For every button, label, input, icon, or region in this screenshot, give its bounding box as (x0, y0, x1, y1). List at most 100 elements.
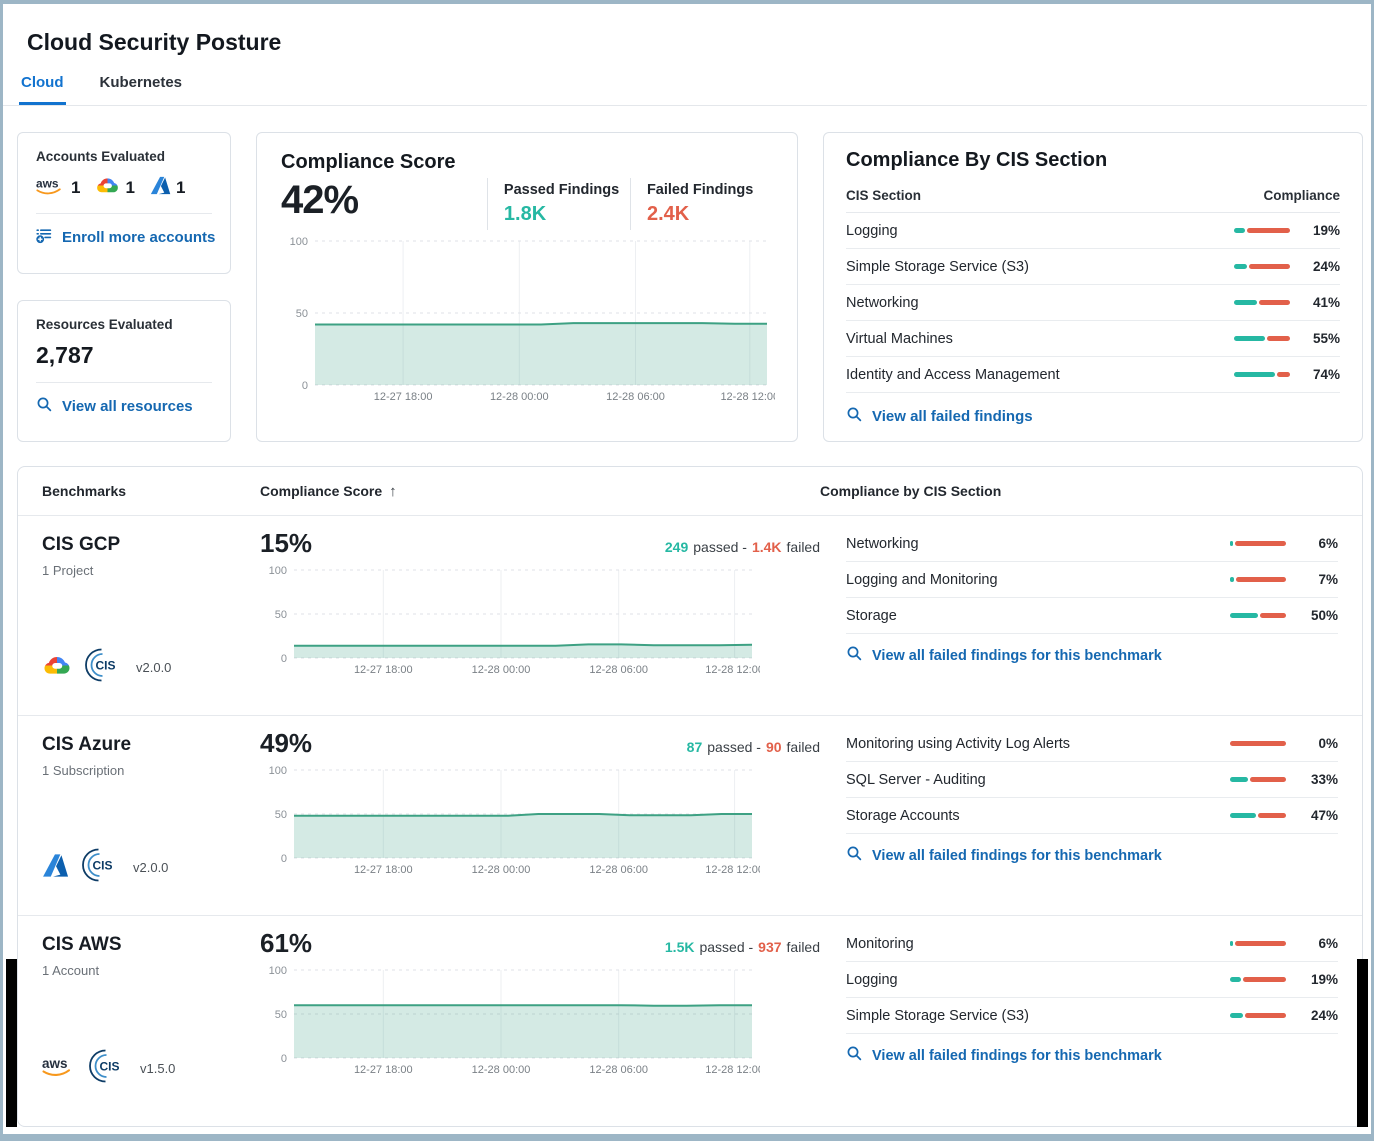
cis-row-networking[interactable]: Networking 41% (846, 285, 1340, 321)
azure-count: 1 (175, 178, 186, 197)
benchmark-pass-fail: 87 passed - 90 failed (687, 739, 820, 755)
compliance-percent: 74% (1312, 367, 1340, 382)
benchmark-row-cis-aws[interactable]: CIS AWS 1 Account aws CIS v1.5.0 (18, 916, 1362, 1116)
cis-table-header: CIS Section Compliance (846, 188, 1340, 213)
svg-text:aws: aws (42, 1056, 68, 1071)
section-label: Storage (846, 607, 897, 624)
search-icon (846, 645, 863, 666)
benchmark-score-cell: 49% 87 passed - 90 failed 12-27 18:00 12-… (260, 716, 820, 915)
enroll-more-accounts-label: Enroll more accounts (62, 229, 216, 246)
aws-logo-icon: aws (36, 175, 66, 201)
section-label: Logging and Monitoring (846, 571, 998, 588)
section-row[interactable]: SQL Server - Auditing 33% (846, 762, 1338, 798)
section-row[interactable]: Logging and Monitoring 7% (846, 562, 1338, 598)
failed-count: 90 (765, 739, 782, 755)
section-row[interactable]: Logging 19% (846, 962, 1338, 998)
provider-counts: aws 1 (36, 176, 212, 200)
svg-text:12-28 06:00: 12-28 06:00 (589, 664, 648, 676)
cis-row-s3[interactable]: Simple Storage Service (S3) 24% (846, 249, 1340, 285)
search-icon (846, 406, 863, 427)
svg-text:0: 0 (281, 853, 287, 865)
svg-text:0: 0 (281, 1053, 287, 1065)
compliance-percent: 33% (1310, 772, 1338, 787)
section-label: Monitoring (846, 935, 914, 952)
benchmark-version: v1.5.0 (140, 1061, 176, 1076)
benchmark-sections-cell: Monitoring using Activity Log Alerts 0% … (820, 716, 1338, 915)
benchmark-logos: CIS v2.0.0 (42, 846, 168, 889)
passed-findings-label: Passed Findings (503, 182, 620, 198)
svg-text:100: 100 (269, 965, 287, 977)
svg-text:12-27 18:00: 12-27 18:00 (354, 864, 413, 876)
section-row[interactable]: Monitoring using Activity Log Alerts 0% (846, 726, 1338, 762)
resources-evaluated-title: Resources Evaluated (36, 317, 173, 332)
left-summary-column: Accounts Evaluated aws 1 (17, 132, 231, 442)
compliance-by-cis-column-header: Compliance by CIS Section (820, 483, 1002, 499)
failed-findings-label: Failed Findings (646, 182, 754, 198)
compliance-split-bar (1230, 741, 1286, 746)
cis-section-label: Identity and Access Management (846, 366, 1060, 383)
passed-text: passed - (699, 939, 754, 955)
benchmark-score-cell: 15% 249 passed - 1.4K failed 12-27 18:00… (260, 516, 820, 715)
tab-cloud[interactable]: Cloud (19, 72, 66, 105)
page-title: Cloud Security Posture (27, 29, 282, 56)
failed-text: failed (786, 939, 820, 955)
azure-logo-icon (150, 176, 171, 200)
svg-text:12-27 18:00: 12-27 18:00 (354, 1064, 413, 1076)
gcp-logo-icon (95, 176, 120, 200)
cis-section-label: Simple Storage Service (S3) (846, 258, 1029, 275)
cis-row-logging[interactable]: Logging 19% (846, 213, 1340, 249)
compliance-split-bar (1234, 372, 1290, 377)
overall-compliance-chart: 12-27 18:00 12-28 00:00 12-28 06:00 12-28 1… (281, 234, 780, 411)
gcp-logo-icon (42, 654, 72, 682)
section-row[interactable]: Monitoring 6% (846, 926, 1338, 962)
svg-text:12-28 12:00: 12-28 12:00 (705, 1064, 760, 1076)
accounts-evaluated-title: Accounts Evaluated (36, 149, 166, 164)
section-row[interactable]: Simple Storage Service (S3) 24% (846, 998, 1338, 1034)
benchmark-row-cis-azure[interactable]: CIS Azure 1 Subscription CIS v2.0.0 (18, 716, 1362, 916)
resources-evaluated-card: Resources Evaluated 2,787 View all resou… (17, 300, 231, 442)
compliance-percent: 19% (1312, 223, 1340, 238)
compliance-split-bar (1230, 777, 1286, 782)
view-all-resources-link[interactable]: View all resources (36, 396, 212, 417)
cis-row-virtual-machines[interactable]: Virtual Machines 55% (846, 321, 1340, 357)
section-label: Storage Accounts (846, 807, 960, 824)
view-all-failed-findings-label: View all failed findings (872, 408, 1033, 425)
section-row[interactable]: Storage Accounts 47% (846, 798, 1338, 834)
svg-text:12-28 00:00: 12-28 00:00 (472, 1064, 531, 1076)
view-failed-findings-benchmark-label: View all failed findings for this benchm… (872, 647, 1162, 664)
compliance-split-bar (1234, 300, 1290, 305)
card-divider (36, 213, 212, 214)
tab-kubernetes[interactable]: Kubernetes (99, 74, 183, 91)
view-failed-findings-benchmark-link[interactable]: View all failed findings for this benchm… (846, 645, 1338, 666)
svg-text:12-28 06:00: 12-28 06:00 (606, 391, 665, 403)
section-row[interactable]: Networking 6% (846, 526, 1338, 562)
cis-section-label: Logging (846, 222, 898, 239)
cis-gcp-trend-chart: 12-27 18:00 12-28 00:00 12-28 06:00 12-28 1… (260, 563, 820, 684)
compliance-split-bar (1230, 577, 1286, 582)
svg-text:0: 0 (302, 380, 308, 392)
benchmark-version: v2.0.0 (133, 860, 169, 875)
svg-text:12-28 00:00: 12-28 00:00 (472, 664, 531, 676)
compliance-percent: 7% (1318, 572, 1338, 587)
resources-count: 2,787 (36, 342, 94, 368)
view-all-failed-findings-link[interactable]: View all failed findings (846, 406, 1340, 427)
benchmark-row-cis-gcp[interactable]: CIS GCP 1 Project CIS (18, 516, 1362, 716)
compliance-percent: 55% (1312, 331, 1340, 346)
benchmark-pass-fail: 249 passed - 1.4K failed (665, 539, 820, 555)
svg-text:aws: aws (36, 176, 59, 190)
view-failed-findings-benchmark-link[interactable]: View all failed findings for this benchm… (846, 1045, 1338, 1066)
aws-account-count: aws 1 (36, 175, 80, 201)
failed-text: failed (786, 539, 820, 555)
cis-row-iam[interactable]: Identity and Access Management 74% (846, 357, 1340, 393)
section-row[interactable]: Storage 50% (846, 598, 1338, 634)
azure-logo-icon (42, 853, 69, 883)
section-label: Networking (846, 535, 919, 552)
gcp-account-count: 1 (95, 176, 135, 200)
section-label: Simple Storage Service (S3) (846, 1007, 1029, 1024)
svg-text:12-28 06:00: 12-28 06:00 (589, 864, 648, 876)
enroll-more-accounts-link[interactable]: Enroll more accounts (36, 227, 216, 248)
compliance-score-title: Compliance Score (281, 151, 456, 173)
view-failed-findings-benchmark-link[interactable]: View all failed findings for this benchm… (846, 845, 1338, 866)
compliance-score-column-header[interactable]: Compliance Score ↑ (260, 483, 820, 500)
section-label: Monitoring using Activity Log Alerts (846, 735, 1071, 752)
